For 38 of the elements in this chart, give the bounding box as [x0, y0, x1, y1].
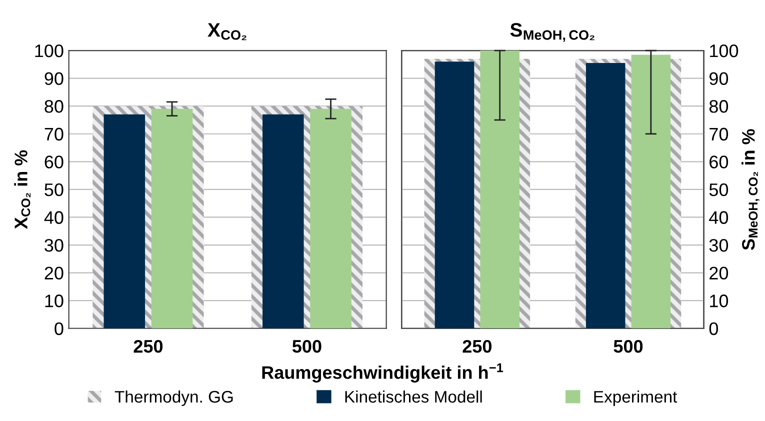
- y2-tick-label: 60: [710, 156, 728, 168]
- y2-tick-label: 20: [710, 266, 728, 280]
- y-tick-label: 60: [44, 156, 64, 168]
- bar: [631, 54, 671, 328]
- x-tick-label: 250: [462, 340, 492, 353]
- legend-label: Thermodyn. GG: [114, 390, 233, 406]
- y-tick-label: 100: [35, 44, 64, 58]
- y2-tick-label: 0: [709, 322, 718, 336]
- legend-label: Experiment: [594, 390, 678, 406]
- y-tick-label: 20: [44, 266, 64, 280]
- y-tick-label: 40: [44, 211, 64, 224]
- y2-tick-label: 50: [709, 183, 728, 196]
- y-tick-label: 50: [44, 183, 64, 196]
- y-tick-label: 70: [44, 128, 64, 141]
- y2-tick-label: 10: [710, 294, 728, 308]
- y2-axis-title: S$_{MeOH,CO₂}$ in %: [742, 129, 760, 250]
- chart-title: S$_{MeOH,CO₂}$: [510, 23, 594, 42]
- x-tick-label: 500: [292, 340, 322, 353]
- y-tick-label: 80: [44, 100, 64, 113]
- chart-title: X$_{CO₂}$: [208, 23, 246, 40]
- y2-tick-label: 40: [709, 211, 728, 224]
- y-tick-label: 30: [44, 238, 64, 252]
- bar: [586, 63, 626, 328]
- y2-tick-label: 90: [710, 72, 728, 86]
- x-axis-title: Raumgeschwindigkeit in h$^{−1}$: [262, 363, 504, 383]
- y-tick-label: 0: [54, 322, 64, 336]
- y2-tick-label: 30: [709, 238, 728, 252]
- y-tick-label: 10: [45, 294, 64, 308]
- bar: [480, 50, 520, 328]
- x-tick-label: 500: [614, 340, 643, 353]
- bar: [434, 62, 474, 328]
- x-tick-label: 250: [134, 340, 163, 353]
- y-axis-title: X$_{CO₂}$ in %: [14, 150, 31, 230]
- legend-label: Kinetisches Modell: [345, 390, 482, 403]
- y2-tick-label: 100: [710, 44, 738, 58]
- y2-tick-label: 80: [709, 100, 728, 113]
- y-tick-label: 90: [44, 72, 64, 86]
- y2-tick-label: 70: [710, 128, 728, 141]
